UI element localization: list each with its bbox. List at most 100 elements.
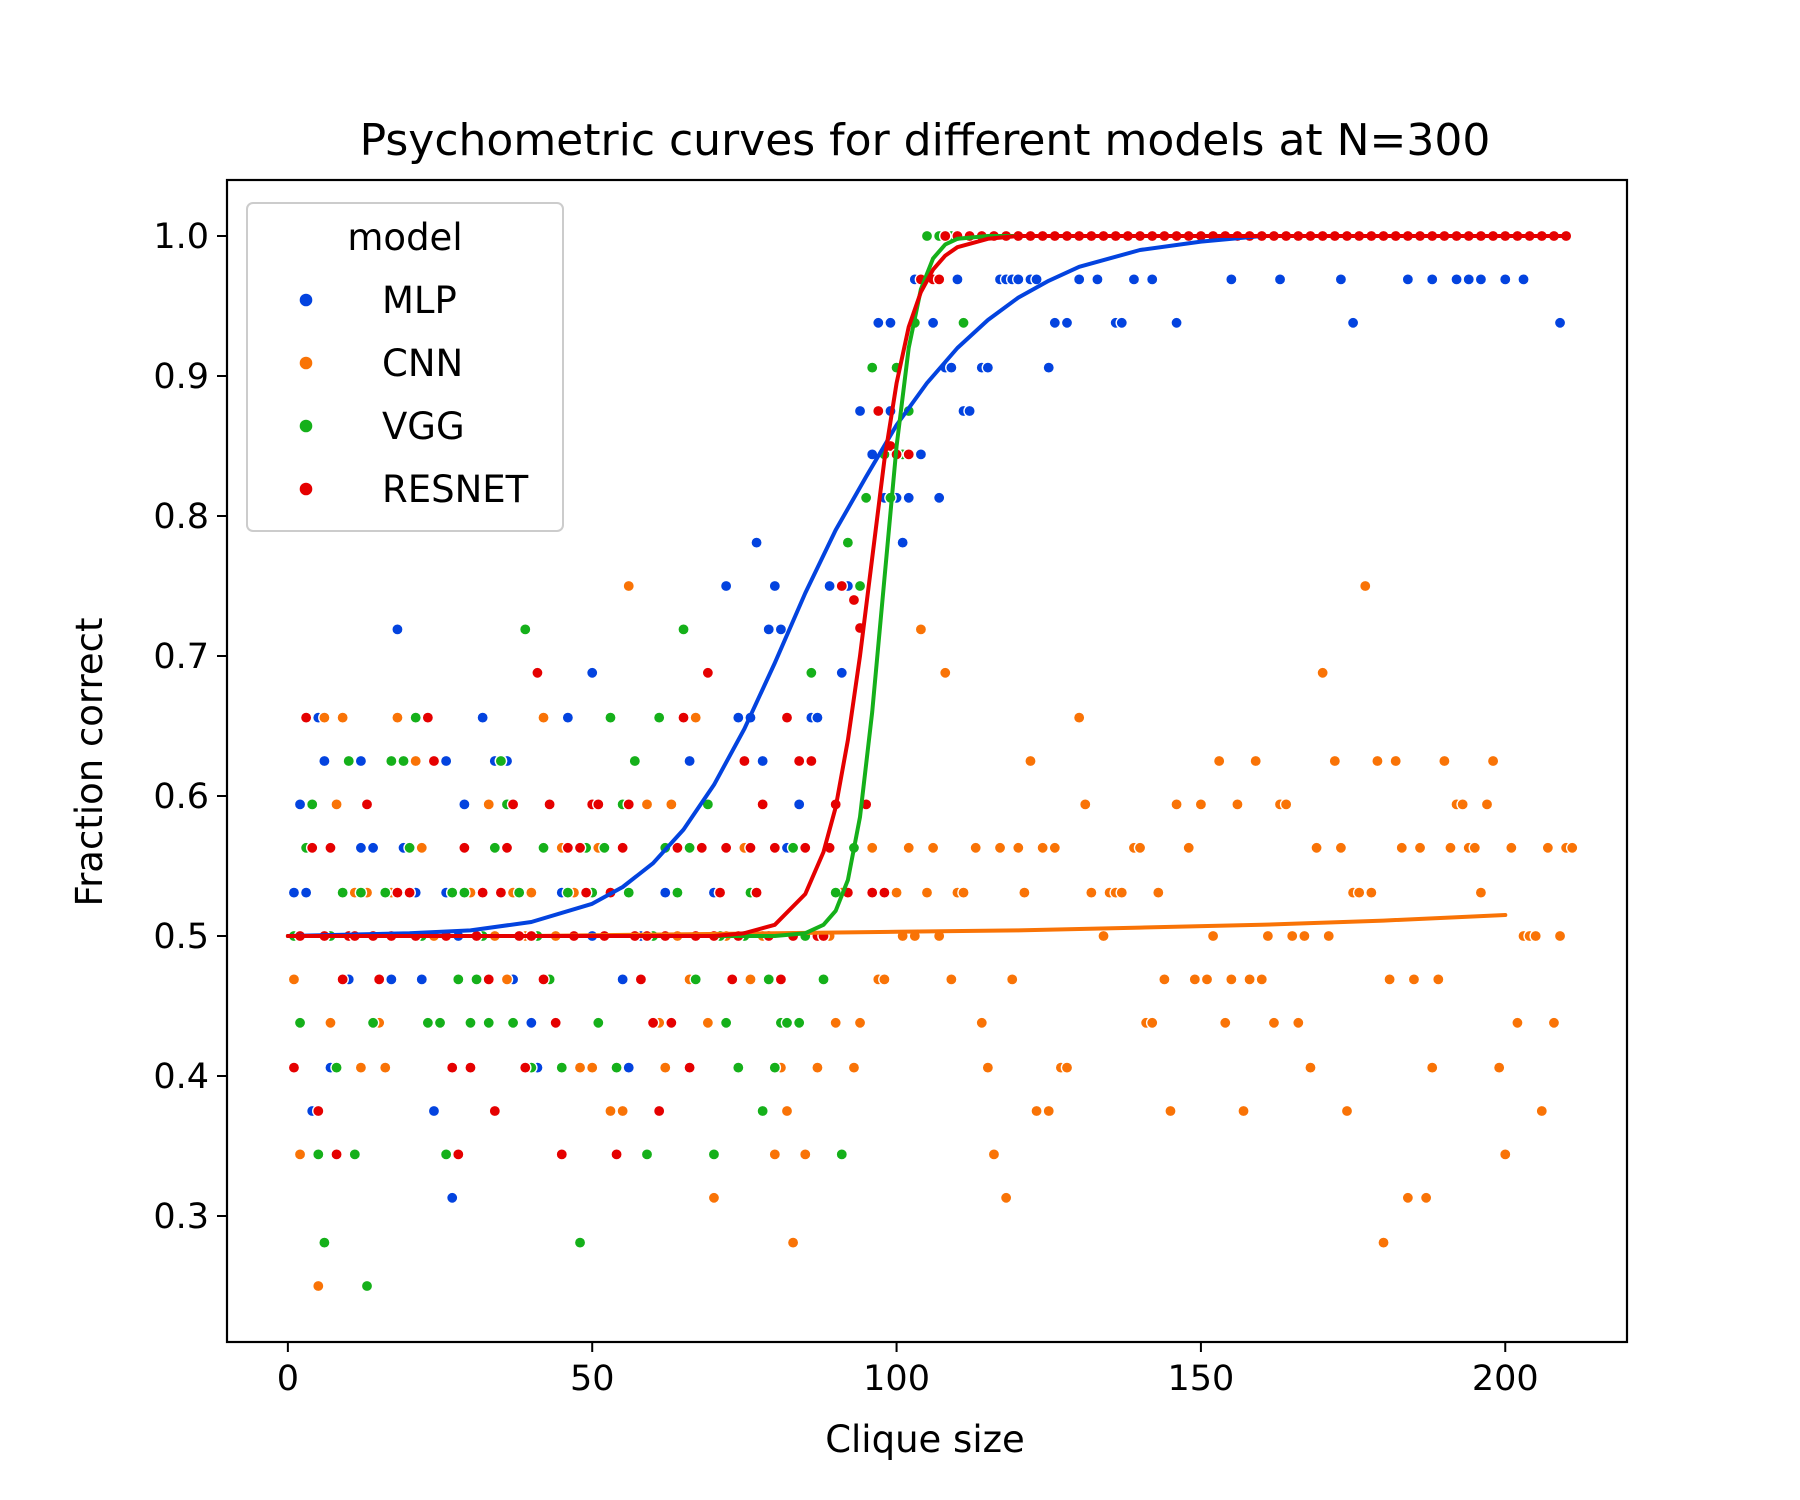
data-point-cnn — [926, 841, 940, 855]
data-point-cnn — [287, 973, 301, 986]
data-point-resnet — [768, 841, 782, 855]
data-point-mlp — [293, 798, 307, 811]
data-point-resnet — [798, 841, 812, 855]
data-point-vgg — [452, 973, 465, 986]
data-point-mlp — [1060, 316, 1074, 330]
data-point-vgg — [555, 1061, 569, 1074]
data-point-cnn — [312, 1279, 325, 1293]
data-point-vgg — [512, 886, 526, 899]
data-point-mlp — [476, 711, 489, 724]
data-point-cnn — [1188, 973, 1202, 986]
data-point-cnn — [1048, 841, 1062, 855]
data-point-cnn — [604, 1104, 617, 1118]
data-point-mlp — [1273, 273, 1287, 286]
data-point-vgg — [433, 1016, 447, 1030]
data-point-cnn — [890, 886, 903, 899]
data-point-vgg — [488, 841, 502, 855]
data-point-cnn — [585, 1061, 599, 1074]
data-point-cnn — [1060, 1061, 1074, 1074]
data-point-vgg — [756, 1104, 769, 1118]
data-point-vgg — [652, 711, 666, 724]
data-point-cnn — [1212, 754, 1226, 768]
x-tick-label: 100 — [863, 1359, 930, 1399]
legend-marker-vgg — [298, 418, 314, 434]
data-point-resnet — [305, 841, 319, 855]
data-point-cnn — [1170, 798, 1183, 811]
data-point-cnn — [1304, 1061, 1317, 1074]
data-point-mlp — [1042, 361, 1056, 374]
data-point-mlp — [914, 448, 928, 461]
data-point-mlp — [835, 666, 849, 680]
data-point-mlp — [1115, 316, 1129, 330]
data-point-resnet — [938, 229, 952, 243]
data-point-mlp — [1425, 273, 1439, 286]
data-point-resnet — [287, 1061, 301, 1074]
data-point-resnet — [555, 1148, 569, 1161]
data-point-cnn — [1407, 973, 1421, 986]
data-point-vgg — [835, 1148, 849, 1161]
data-point-cnn — [1042, 1104, 1056, 1118]
data-point-mlp — [811, 711, 824, 724]
data-point-cnn — [1413, 841, 1427, 855]
data-point-cnn — [1298, 929, 1311, 943]
data-point-cnn — [1255, 973, 1269, 986]
data-point-cnn — [1218, 1016, 1232, 1030]
data-point-cnn — [999, 1191, 1013, 1205]
data-point-mlp — [1170, 316, 1183, 330]
data-point-cnn — [415, 841, 429, 855]
data-point-vgg — [348, 1148, 362, 1161]
data-point-cnn — [1012, 841, 1025, 855]
data-point-mlp — [756, 754, 769, 768]
data-point-vgg — [409, 711, 422, 724]
data-point-cnn — [701, 1016, 715, 1030]
data-point-cnn — [780, 1104, 794, 1118]
data-point-vgg — [561, 886, 575, 899]
legend-label-mlp: MLP — [382, 279, 457, 322]
data-point-resnet — [616, 841, 629, 855]
data-point-vgg — [786, 841, 800, 855]
data-point-mlp — [1145, 273, 1159, 286]
data-point-vgg — [957, 316, 970, 330]
data-point-vgg — [683, 841, 696, 855]
data-point-resnet — [847, 593, 861, 607]
data-point-resnet — [537, 973, 550, 986]
data-point-cnn — [1340, 1104, 1354, 1118]
data-point-cnn — [744, 973, 757, 986]
data-point-cnn — [1358, 579, 1372, 593]
data-point-cnn — [920, 886, 934, 899]
legend: model MLP CNN VGG RESNET — [246, 202, 564, 532]
data-point-resnet — [427, 754, 441, 768]
data-point-cnn — [1535, 1104, 1549, 1118]
data-point-mlp — [1334, 273, 1348, 286]
data-point-cnn — [1097, 929, 1110, 943]
data-point-mlp — [884, 316, 897, 330]
data-point-resnet — [750, 886, 763, 899]
data-point-vgg — [689, 973, 702, 986]
x-tick-label: 200 — [1472, 1359, 1539, 1399]
data-point-resnet — [865, 886, 879, 899]
legend-marker-resnet — [298, 481, 314, 497]
data-point-resnet — [488, 1104, 502, 1118]
data-point-resnet — [665, 1016, 678, 1030]
legend-marker-cnn — [298, 355, 314, 371]
data-point-cnn — [1158, 973, 1171, 986]
data-point-resnet — [464, 1061, 477, 1074]
data-point-cnn — [330, 798, 343, 811]
data-point-mlp — [872, 316, 885, 330]
data-point-cnn — [1194, 798, 1208, 811]
data-point-vgg — [336, 886, 349, 899]
data-point-vgg — [445, 886, 459, 899]
data-point-resnet — [506, 798, 520, 811]
data-point-cnn — [1480, 798, 1494, 811]
data-point-cnn — [1243, 973, 1256, 986]
data-point-mlp — [1462, 273, 1476, 286]
data-point-resnet — [500, 841, 514, 855]
data-point-cnn — [1085, 886, 1098, 899]
data-point-cnn — [622, 579, 636, 593]
data-point-vgg — [439, 1148, 453, 1161]
data-point-mlp — [585, 666, 599, 680]
data-point-resnet — [421, 711, 435, 724]
data-point-cnn — [914, 623, 928, 636]
data-point-cnn — [902, 841, 916, 855]
data-point-cnn — [798, 1148, 812, 1161]
